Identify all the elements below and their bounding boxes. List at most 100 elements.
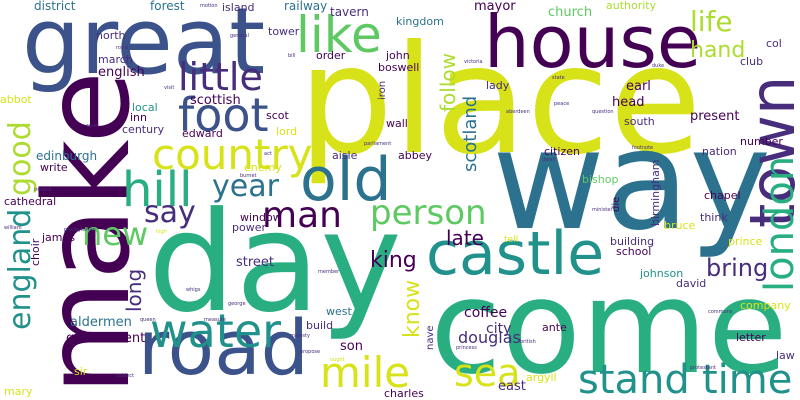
word-enemy: enemy — [244, 161, 282, 174]
word-aisle: aisle — [332, 149, 358, 162]
word-order: order — [316, 49, 346, 62]
word-east: east — [498, 379, 526, 394]
word-citizen: citizen — [544, 145, 580, 158]
word-presbyterian: presbyterian — [64, 227, 96, 233]
word-whigs: whigs — [186, 287, 201, 293]
word-write: write — [40, 161, 68, 174]
word-tower: tower — [268, 25, 300, 38]
word-local: local — [132, 101, 158, 114]
word-bruce: bruce — [664, 219, 696, 232]
word-mayor: mayor — [474, 0, 516, 14]
word-ireland: ireland — [34, 187, 52, 193]
word-great: great — [22, 0, 266, 95]
word-tavern: tavern — [330, 5, 369, 19]
word-place: place — [298, 14, 702, 188]
word-duke: duke — [652, 63, 665, 69]
word-inn: inn — [130, 111, 147, 124]
word-george: george — [228, 301, 246, 307]
word-ought: ought — [330, 357, 345, 363]
word-scotland: scotland — [460, 95, 481, 172]
word-david: david — [676, 277, 707, 290]
word-district: district — [34, 0, 76, 13]
word-foot: foot — [178, 88, 269, 142]
word-country: country — [152, 130, 313, 179]
word-british: british — [520, 339, 536, 345]
word-window: window — [240, 211, 282, 224]
word-lord: lord — [276, 125, 298, 138]
word-edinburgh: edinburgh — [36, 149, 98, 163]
word-sea: sea — [454, 351, 521, 395]
word-burnet: burnet — [240, 173, 257, 179]
word-company: company — [740, 299, 791, 312]
word-ante: ante — [542, 321, 567, 334]
word-wall: wall — [386, 117, 408, 130]
word-abbot: abbot — [0, 93, 32, 106]
word-know: know — [400, 279, 425, 338]
word-abbey: abbey — [398, 149, 432, 162]
word-church: church — [548, 5, 593, 20]
word-building: building — [610, 235, 655, 248]
word-law: law — [776, 349, 795, 362]
word-number: number — [740, 135, 783, 148]
word-aldermen: aldermen — [70, 315, 132, 330]
word-kingdom: kingdom — [396, 15, 444, 28]
word-col: col — [766, 37, 782, 50]
word-general: general — [230, 33, 250, 39]
word-measure: measure — [204, 317, 226, 323]
word-century: century — [122, 123, 165, 136]
word-princess: princess — [456, 345, 477, 351]
word-parliament: parliament — [364, 141, 392, 147]
word-cathedral: cathedral — [4, 195, 57, 208]
word-way: way — [492, 100, 772, 261]
word-year: year — [212, 169, 279, 204]
word-hand: hand — [690, 38, 746, 63]
word-man: man — [262, 195, 342, 236]
word-stand: stand — [578, 357, 690, 400]
word-iron: iron — [377, 80, 388, 100]
word-argyll: argyll — [526, 371, 557, 384]
word-bring: bring — [706, 254, 769, 282]
word-tell: tell — [504, 235, 519, 245]
word-die: die — [611, 196, 622, 212]
word-footnote: footnote — [632, 145, 654, 151]
word-old: old — [300, 145, 392, 215]
word-royal: royal — [116, 45, 129, 51]
word-sir: sir — [74, 365, 88, 378]
word-high: high — [156, 229, 167, 235]
word-say: say — [144, 195, 196, 230]
word-court: court — [86, 123, 99, 129]
word-peace: peace — [554, 101, 570, 107]
word-subject: subject — [116, 373, 135, 379]
word-scot: scot — [266, 109, 289, 122]
word-english: english — [98, 65, 145, 80]
word-follow: follow — [436, 53, 460, 112]
word-chapel: chapel — [704, 189, 741, 202]
word-lady: lady — [486, 79, 510, 92]
word-march: march — [98, 53, 133, 66]
word-james: james — [42, 231, 76, 244]
word-question: question — [592, 109, 614, 115]
word-birmingham: birmingham — [649, 159, 662, 226]
word-john: john — [386, 49, 410, 62]
word-bishop: bishop — [582, 173, 619, 186]
word-authority: authority — [606, 0, 657, 12]
word-city: city — [486, 321, 512, 337]
word-queen: queen — [140, 317, 156, 323]
word-mary: mary — [4, 385, 33, 398]
word-mile: mile — [320, 348, 411, 397]
word-coffee: coffee — [464, 305, 508, 321]
word-son: son — [340, 339, 363, 354]
word-member: member — [318, 269, 340, 275]
word-nation: nation — [702, 145, 737, 158]
word-prince: prince — [728, 235, 763, 248]
word-victoria: victoria — [464, 59, 483, 65]
word-time: time — [702, 357, 793, 400]
word-letter: letter — [736, 331, 766, 344]
word-king: king — [370, 248, 417, 273]
word-state: state — [552, 75, 565, 81]
word-boswell: boswell — [378, 61, 420, 74]
word-propose: propose — [300, 349, 321, 355]
word-aberdeen: aberdeen — [506, 109, 530, 115]
word-earl: earl — [626, 79, 651, 94]
word-club: club — [740, 55, 764, 68]
